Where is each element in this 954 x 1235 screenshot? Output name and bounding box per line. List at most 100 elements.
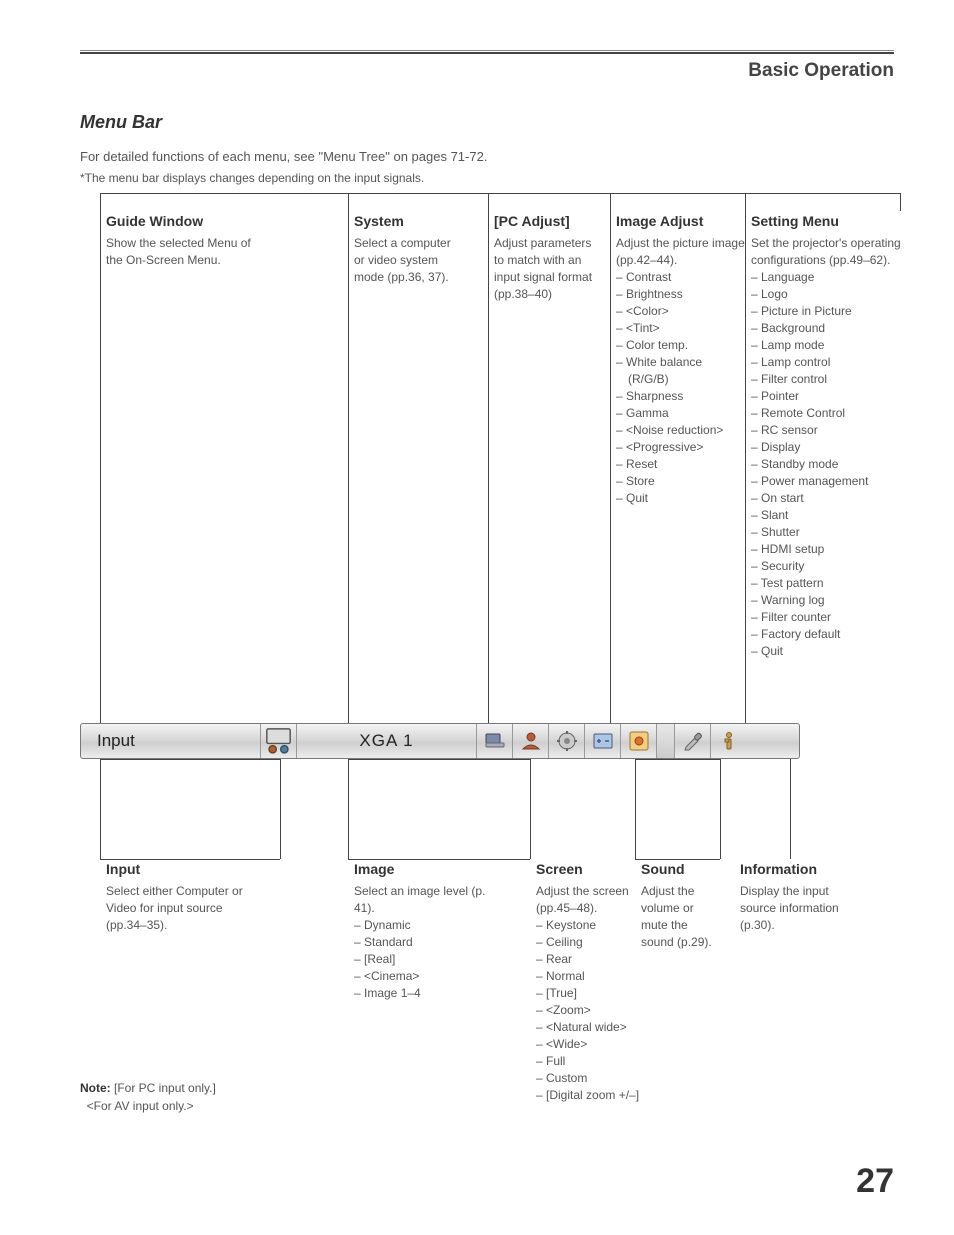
list-item: – Background <box>751 320 901 337</box>
list-item: – Lamp mode <box>751 337 901 354</box>
mb-guide-icon <box>261 724 297 758</box>
list-item: – [True] <box>536 985 656 1002</box>
pcadjust-body: Adjust parameters to match with an input… <box>494 235 594 303</box>
guide-window-body: Show the selected Menu of the On-Screen … <box>106 235 256 269</box>
mb-icon-sound <box>621 724 657 758</box>
system-title: System <box>354 213 464 229</box>
pcadjust-title: [PC Adjust] <box>494 213 594 229</box>
list-item: – On start <box>751 490 901 507</box>
list-item: – Full <box>536 1053 656 1070</box>
list-item: – Dynamic <box>354 917 504 934</box>
list-item: – <Progressive> <box>616 439 746 456</box>
list-item: – Store <box>616 473 746 490</box>
list-item: – Slant <box>751 507 901 524</box>
list-item: – White balance <box>616 354 746 371</box>
list-item: – Contrast <box>616 269 746 286</box>
list-item: – Reset <box>616 456 746 473</box>
sound-title: Sound <box>641 861 721 877</box>
list-item: – Shutter <box>751 524 901 541</box>
footnote-top: *The menu bar displays changes depending… <box>80 169 894 187</box>
mb-input-label: Input <box>81 724 261 758</box>
list-item: – RC sensor <box>751 422 901 439</box>
list-item: – Display <box>751 439 901 456</box>
list-item: – <Noise reduction> <box>616 422 746 439</box>
input-body: Select either Computer or Video for inpu… <box>106 883 266 934</box>
list-item: – Standby mode <box>751 456 901 473</box>
note-l1: [For PC input only.] <box>111 1081 216 1095</box>
lower-callout-diagram: Input Select either Computer or Video fo… <box>80 769 900 1079</box>
list-item: – Picture in Picture <box>751 303 901 320</box>
mb-icon-info <box>711 724 747 758</box>
list-item: – <Cinema> <box>354 968 504 985</box>
imageadjust-list: – Contrast– Brightness– <Color>– <Tint>–… <box>616 269 746 507</box>
image-lead: Select an image level (p. 41). <box>354 883 504 917</box>
header-title: Basic Operation <box>80 60 894 82</box>
note-block: Note: [For PC input only.] <For AV input… <box>80 1079 894 1115</box>
list-item: – Factory default <box>751 626 901 643</box>
list-item: – <Tint> <box>616 320 746 337</box>
list-item: – Test pattern <box>751 575 901 592</box>
image-list: – Dynamic– Standard– [Real]– <Cinema>– I… <box>354 917 504 1002</box>
image-title: Image <box>354 861 504 877</box>
list-item: – Filter counter <box>751 609 901 626</box>
note-l2: <For AV input only.> <box>87 1099 194 1113</box>
list-item: – Image 1–4 <box>354 985 504 1002</box>
note-label: Note: <box>80 1081 111 1095</box>
list-item: – Quit <box>751 643 901 660</box>
section-title: Menu Bar <box>80 112 894 133</box>
mb-icon-screen <box>585 724 621 758</box>
guide-window-title: Guide Window <box>106 213 256 229</box>
list-item: – Pointer <box>751 388 901 405</box>
list-item: – Logo <box>751 286 901 303</box>
input-title: Input <box>106 861 266 877</box>
list-item: – <Wide> <box>536 1036 656 1053</box>
list-item: – Language <box>751 269 901 286</box>
mb-icon-setting <box>675 724 711 758</box>
screen-title: Screen <box>536 861 656 877</box>
intro-text: For detailed functions of each menu, see… <box>80 147 894 167</box>
imageadjust-lead: Adjust the picture image (pp.42–44). <box>616 235 746 269</box>
list-item: – Power management <box>751 473 901 490</box>
list-item: – [Real] <box>354 951 504 968</box>
mb-system-label: XGA 1 <box>297 724 477 758</box>
list-item: – Remote Control <box>751 405 901 422</box>
top-rule <box>80 50 894 54</box>
list-item: – Keystone <box>536 917 656 934</box>
setting-list: – Language– Logo– Picture in Picture– Ba… <box>751 269 901 661</box>
list-item: – <Natural wide> <box>536 1019 656 1036</box>
system-body: Select a computer or video system mode (… <box>354 235 464 286</box>
list-item: (R/G/B) <box>616 371 746 388</box>
list-item: – Filter control <box>751 371 901 388</box>
list-item: – Normal <box>536 968 656 985</box>
imageadjust-title: Image Adjust <box>616 213 746 229</box>
list-item: – Rear <box>536 951 656 968</box>
menubar-graphic: Input XGA 1 <box>80 723 800 759</box>
list-item: – Standard <box>354 934 504 951</box>
mb-separator <box>657 724 675 758</box>
list-item: – Ceiling <box>536 934 656 951</box>
list-item: – Security <box>751 558 901 575</box>
list-item: – HDMI setup <box>751 541 901 558</box>
screen-list: – Keystone– Ceiling– Rear– Normal– [True… <box>536 917 656 1104</box>
list-item: – [Digital zoom +/–] <box>536 1087 656 1104</box>
list-item: – Gamma <box>616 405 746 422</box>
list-item: – Custom <box>536 1070 656 1087</box>
list-item: – Sharpness <box>616 388 746 405</box>
page-number: 27 <box>856 1162 894 1201</box>
list-item: – Quit <box>616 490 746 507</box>
list-item: – Brightness <box>616 286 746 303</box>
list-item: – Color temp. <box>616 337 746 354</box>
upper-callout-diagram: Guide Window Show the selected Menu of t… <box>80 193 900 723</box>
screen-lead: Adjust the screen (pp.45–48). <box>536 883 656 917</box>
list-item: – Lamp control <box>751 354 901 371</box>
sound-body: Adjust the volume or mute the sound (p.2… <box>641 883 721 951</box>
info-body: Display the input source information (p.… <box>740 883 850 934</box>
setting-title: Setting Menu <box>751 213 901 229</box>
mb-icon-imageadjust <box>549 724 585 758</box>
mb-icon-pcadjust <box>477 724 513 758</box>
list-item: – <Color> <box>616 303 746 320</box>
list-item: – Warning log <box>751 592 901 609</box>
setting-lead: Set the projector's operating configurat… <box>751 235 901 269</box>
list-item: – <Zoom> <box>536 1002 656 1019</box>
mb-icon-image <box>513 724 549 758</box>
